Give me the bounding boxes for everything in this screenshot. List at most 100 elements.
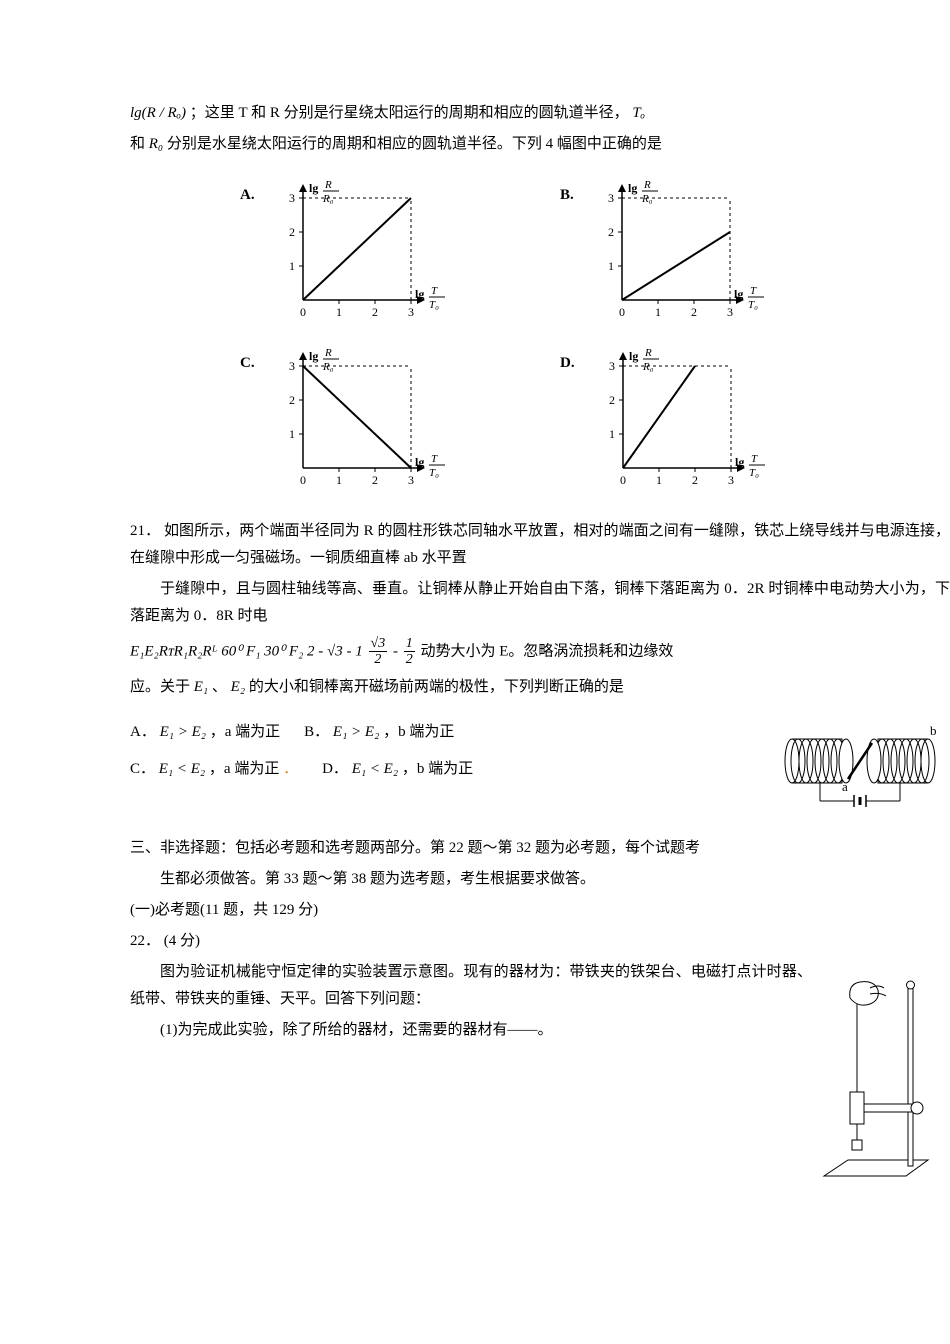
chart-panel-A: A. 0123123lgRR₀lgTT₀	[240, 170, 520, 330]
svg-text:lg: lg	[628, 181, 637, 195]
q21-optA-rel: E₁ > E₂	[160, 719, 206, 746]
q21-math-seq: E₁E₂RᴛR₁R₂Rᴸ 60⁰ F₁ 30⁰ F₂ 2 - √3 - 1	[130, 643, 363, 659]
svg-text:R: R	[324, 347, 332, 359]
svg-text:T: T	[751, 453, 758, 465]
chart-panel-C: C. 0123123lgRR₀lgTT₀	[240, 338, 520, 498]
q21-option-C: C． E₁ < E₂ ，a 端为正 ．	[130, 756, 298, 783]
svg-text:R₀: R₀	[322, 193, 334, 205]
svg-text:3: 3	[727, 305, 733, 319]
svg-text:2: 2	[289, 393, 295, 407]
q21-optA-label: A．	[130, 724, 156, 740]
q22-score: (4 分)	[164, 933, 200, 949]
svg-text:0: 0	[300, 305, 306, 319]
chart-D-svg: 0123123lgRR₀lgTT₀	[583, 338, 783, 498]
svg-text:3: 3	[289, 191, 295, 205]
q22-number: 22．	[130, 933, 160, 949]
lg-expression: lg(R / Rₒ)	[130, 100, 186, 127]
R0-symbol: R₀	[149, 131, 163, 158]
q21-number: 21．	[130, 523, 160, 539]
svg-text:T₀: T₀	[429, 467, 439, 479]
q21-frac2: 1 2	[404, 636, 415, 668]
q21-optD-tail: ，b 端为正	[402, 761, 473, 777]
svg-text:R₀: R₀	[641, 193, 653, 205]
chart-A-svg: 0123123lgRR₀lgTT₀	[263, 170, 463, 330]
svg-text:2: 2	[372, 305, 378, 319]
svg-text:1: 1	[289, 427, 295, 441]
chart-panel-B: B. 0123123lgRR₀lgTT₀	[560, 170, 840, 330]
svg-text:R: R	[643, 179, 651, 191]
q21-optD-label: D．	[322, 761, 348, 777]
svg-text:1: 1	[336, 473, 342, 487]
svg-text:T: T	[750, 285, 757, 297]
q21-optC-label: C．	[130, 761, 155, 777]
svg-text:2: 2	[609, 393, 615, 407]
svg-text:3: 3	[728, 473, 734, 487]
svg-text:1: 1	[336, 305, 342, 319]
q21-E2: E₂	[231, 674, 245, 701]
T0-symbol: Tₒ	[632, 100, 645, 127]
q21-optC-tail: ，a 端为正	[209, 761, 279, 777]
chart-B-svg: 0123123lgRR₀lgTT₀	[582, 170, 782, 330]
q21-para3-tail: 动势大小为 E。忽略涡流损耗和边缘效	[420, 643, 673, 659]
svg-text:1: 1	[289, 259, 295, 273]
chart-panel-D: D. 0123123lgRR₀lgTT₀	[560, 338, 840, 498]
q21-optB-label: B．	[304, 724, 329, 740]
q21-E1: E₁	[194, 674, 208, 701]
q21-frac2-den: 2	[404, 652, 415, 667]
intro-after-lg: ；这里 T 和 R 分别是行星绕太阳运行的周期和相应的圆轨道半径，	[190, 105, 629, 121]
q21-option-B: B． E₁ > E₂ ，b 端为正	[304, 719, 454, 746]
q21-optC-dot: ．	[283, 761, 298, 777]
svg-text:0: 0	[300, 473, 306, 487]
q21-minus: -	[393, 643, 398, 659]
q21-frac1-den: 2	[369, 652, 388, 667]
q21-option-D: D． E₁ < E₂ ，b 端为正	[322, 756, 473, 783]
svg-text:R: R	[644, 347, 652, 359]
svg-text:1: 1	[608, 259, 614, 273]
q21-para1: 如图所示，两个端面半径同为 R 的圆柱形铁芯同轴水平放置，相对的端面之间有一缝隙…	[130, 523, 950, 566]
svg-text:2: 2	[692, 473, 698, 487]
svg-text:1: 1	[609, 427, 615, 441]
svg-text:lg: lg	[415, 287, 424, 301]
svg-text:3: 3	[608, 191, 614, 205]
q21-optD-rel: E₁ < E₂	[352, 756, 398, 783]
q21-frac1: √3 2	[369, 636, 388, 668]
q21-option-A: A． E₁ > E₂ ，a 端为正	[130, 719, 280, 746]
svg-text:0: 0	[620, 473, 626, 487]
svg-text:1: 1	[655, 305, 661, 319]
svg-text:0: 0	[619, 305, 625, 319]
svg-text:a: a	[842, 779, 848, 794]
svg-text:T₀: T₀	[749, 467, 759, 479]
chart-label-C: C.	[240, 350, 255, 377]
q21-para4-pre: 应。关于	[130, 679, 190, 695]
chart-label-A: A.	[240, 182, 255, 209]
svg-text:lg: lg	[735, 455, 744, 469]
chart-panel-grid: A. 0123123lgRR₀lgTT₀ B. 0123123lgRR₀lgTT…	[240, 170, 840, 498]
q21-figure: ab	[780, 711, 950, 811]
svg-text:b: b	[930, 723, 937, 738]
section3-heading: 三、非选择题：包括必考题和选考题两部分。第 22 题～第 32 题为必考题，每个…	[130, 840, 700, 856]
q21-frac2-num: 1	[404, 636, 415, 652]
svg-text:lg: lg	[415, 455, 424, 469]
svg-text:3: 3	[609, 359, 615, 373]
svg-text:1: 1	[656, 473, 662, 487]
intro2-post: 分别是水星绕太阳运行的周期和相应的圆轨道半径。下列 4 幅图中正确的是	[167, 136, 662, 152]
svg-text:R: R	[324, 179, 332, 191]
q21-math-line: E₁E₂RᴛR₁R₂Rᴸ 60⁰ F₁ 30⁰ F₂ 2 - √3 - 1 √3…	[130, 636, 950, 668]
q21-optA-tail: ，a 端为正	[210, 724, 280, 740]
svg-text:T: T	[431, 285, 438, 297]
intro2-pre: 和	[130, 136, 145, 152]
svg-text:2: 2	[691, 305, 697, 319]
chart-label-B: B.	[560, 182, 574, 209]
q22-item1: (1)为完成此实验，除了所给的器材，还需要的器材有——。	[160, 1022, 553, 1038]
q21-optB-tail: ，b 端为正	[383, 724, 454, 740]
svg-text:3: 3	[289, 359, 295, 373]
svg-text:lg: lg	[309, 349, 318, 363]
q21-optB-rel: E₁ > E₂	[333, 719, 379, 746]
q21-frac1-num: √3	[369, 636, 388, 652]
chart-label-D: D.	[560, 350, 575, 377]
svg-text:T: T	[431, 453, 438, 465]
q21-para4-post: 的大小和铜棒离开磁场前两端的极性，下列判断正确的是	[249, 679, 624, 695]
q21-sep1: 、	[212, 679, 227, 695]
q21-para2-pre: 于缝隙中，且与圆柱轴线等高、垂直。让铜棒从静止开始自由下落，铜棒下落距离为 0．…	[130, 581, 950, 624]
svg-text:3: 3	[408, 305, 414, 319]
